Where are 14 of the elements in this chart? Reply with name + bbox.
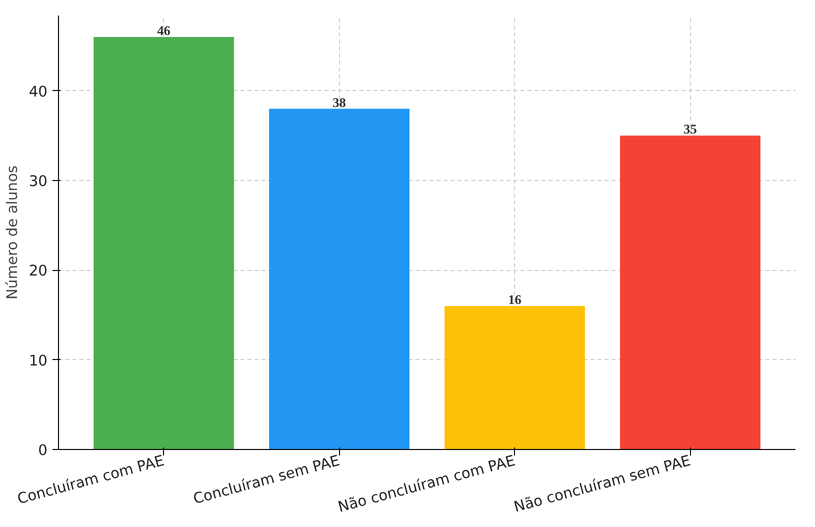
- y-axis-title: Número de alunos: [4, 165, 21, 300]
- bar: [269, 108, 410, 450]
- y-tick-label: 0: [38, 442, 48, 459]
- y-tick-label: 10: [28, 352, 48, 370]
- bar: [620, 136, 760, 450]
- bar: [444, 306, 585, 450]
- y-tick-label: 30: [28, 172, 48, 190]
- data-label: 35: [684, 122, 698, 137]
- y-tick-label: 20: [28, 262, 48, 280]
- bar: [94, 37, 234, 450]
- data-label: 46: [157, 23, 171, 38]
- data-label: 38: [332, 94, 346, 110]
- data-label: 16: [508, 292, 522, 308]
- y-tick-label: 40: [28, 83, 48, 100]
